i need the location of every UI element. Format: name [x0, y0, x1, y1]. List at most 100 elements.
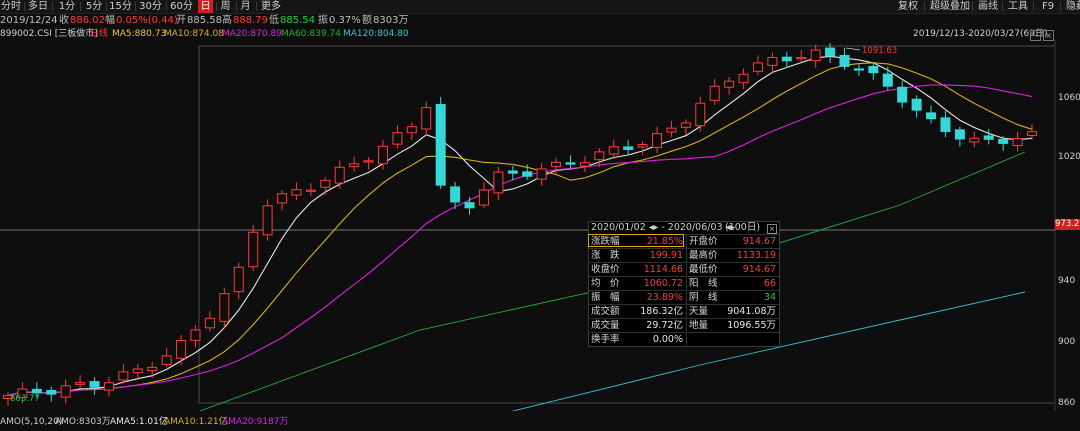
candlestick[interactable]: [103, 376, 114, 397]
close-icon[interactable]: ×: [1043, 30, 1054, 41]
super-overlay-button[interactable]: 超级叠加: [930, 1, 970, 12]
candlestick[interactable]: [161, 348, 172, 368]
candlestick[interactable]: [406, 122, 417, 141]
stats-label: 涨跌幅: [591, 236, 620, 247]
candlestick[interactable]: [176, 335, 187, 366]
candlestick[interactable]: [868, 62, 879, 81]
candlestick[interactable]: [954, 126, 965, 147]
candlestick[interactable]: [594, 148, 605, 168]
candlestick[interactable]: [738, 68, 749, 90]
candlestick[interactable]: [31, 382, 42, 398]
stats-value: 1096.55万: [727, 320, 776, 331]
candlestick[interactable]: [118, 364, 129, 384]
candlestick[interactable]: [363, 157, 374, 170]
candlestick[interactable]: [421, 101, 432, 136]
tab-intraday[interactable]: 分时: [1, 1, 21, 12]
candlestick[interactable]: [767, 52, 778, 73]
candlestick[interactable]: [190, 325, 201, 348]
candlestick[interactable]: [839, 47, 850, 71]
candlestick[interactable]: [536, 162, 547, 186]
candlestick[interactable]: [60, 379, 71, 404]
candlestick[interactable]: [478, 182, 489, 209]
adjust-button[interactable]: 复权: [898, 1, 918, 12]
tab-5min[interactable]: 5分: [85, 1, 103, 12]
candlestick[interactable]: [392, 125, 403, 149]
tab-60min[interactable]: 60分: [170, 1, 193, 12]
close-icon[interactable]: ×: [767, 224, 777, 234]
candlestick[interactable]: [507, 165, 518, 181]
candlestick[interactable]: [233, 262, 244, 300]
candlestick[interactable]: [825, 43, 836, 63]
candlestick[interactable]: [709, 78, 720, 105]
candlestick[interactable]: [608, 139, 619, 159]
candlestick[interactable]: [305, 183, 316, 197]
tab-30min[interactable]: 30分: [139, 1, 162, 12]
candlestick[interactable]: [781, 51, 792, 68]
f9-button[interactable]: F9: [1042, 1, 1055, 12]
amp-label: 振: [318, 15, 328, 26]
candlestick[interactable]: [89, 377, 100, 395]
candlestick[interactable]: [1012, 131, 1023, 152]
candlestick[interactable]: [75, 375, 86, 389]
draw-line-button[interactable]: 画线: [978, 1, 998, 12]
candlestick[interactable]: [853, 62, 864, 77]
hide-button[interactable]: 隐藏: [1066, 1, 1080, 12]
candlestick[interactable]: [17, 382, 28, 403]
low-label: 低: [269, 15, 279, 26]
candlestick[interactable]: [493, 166, 504, 200]
candlestick[interactable]: [897, 80, 908, 109]
candlestick[interactable]: [464, 197, 475, 215]
candlestick[interactable]: [320, 177, 331, 195]
candlestick[interactable]: [219, 287, 230, 328]
shrink-icon[interactable]: −: [1030, 30, 1041, 41]
candlestick[interactable]: [666, 120, 677, 138]
tab-daily[interactable]: 日: [198, 0, 213, 13]
candlestick[interactable]: [680, 119, 691, 135]
candlestick[interactable]: [277, 190, 288, 211]
candlestick[interactable]: [349, 156, 360, 172]
candlestick[interactable]: [882, 66, 893, 91]
candlestick[interactable]: [940, 111, 951, 138]
candlestick[interactable]: [248, 224, 259, 272]
candlestick[interactable]: [752, 55, 763, 76]
candlestick[interactable]: [46, 386, 57, 402]
tab-weekly[interactable]: 周: [220, 1, 231, 12]
candlestick[interactable]: [652, 126, 663, 153]
candlestick[interactable]: [435, 96, 446, 189]
candlestick[interactable]: [334, 160, 345, 189]
candlestick[interactable]: [204, 310, 215, 332]
candlestick[interactable]: [1027, 124, 1037, 140]
tab-monthly[interactable]: 月: [240, 1, 251, 12]
candlestick[interactable]: [291, 182, 302, 200]
tab-1min[interactable]: 1分: [58, 1, 76, 12]
candlestick[interactable]: [565, 155, 576, 169]
candlestick[interactable]: [3, 392, 13, 407]
stats-value: 1114.66: [643, 264, 683, 275]
candlestick[interactable]: [522, 164, 533, 180]
candlestick[interactable]: [579, 156, 590, 173]
candlestick[interactable]: [637, 141, 648, 155]
candlestick[interactable]: [132, 364, 143, 380]
candlestick[interactable]: [377, 139, 388, 170]
candlestick[interactable]: [969, 131, 980, 148]
candlestick[interactable]: [926, 105, 937, 124]
candlestick[interactable]: [810, 44, 821, 68]
tools-button[interactable]: 工具: [1008, 1, 1028, 12]
candlestick[interactable]: [450, 182, 461, 210]
candlestick[interactable]: [623, 140, 634, 156]
candlestick[interactable]: [911, 95, 922, 118]
candlestick[interactable]: [796, 49, 807, 62]
stats-range[interactable]: 2020/01/02 ◂▸ - 2020/06/03 ◂▸: [591, 222, 736, 233]
candlestick[interactable]: [695, 96, 706, 132]
candlestick[interactable]: [998, 135, 1009, 152]
tab-multi-day[interactable]: 多日: [28, 1, 48, 12]
tab-15min[interactable]: 15分: [109, 1, 132, 12]
candlestick[interactable]: [551, 157, 562, 174]
candlestick[interactable]: [983, 128, 994, 145]
candlestick[interactable]: [262, 199, 273, 241]
candlestick[interactable]: [147, 361, 158, 378]
candlestick[interactable]: [724, 76, 735, 95]
amo-value: AMO:8303万: [55, 417, 111, 427]
tab-more[interactable]: 更多: [261, 1, 281, 12]
kline-chart[interactable]: 1091.63 863.77: [0, 40, 1080, 411]
